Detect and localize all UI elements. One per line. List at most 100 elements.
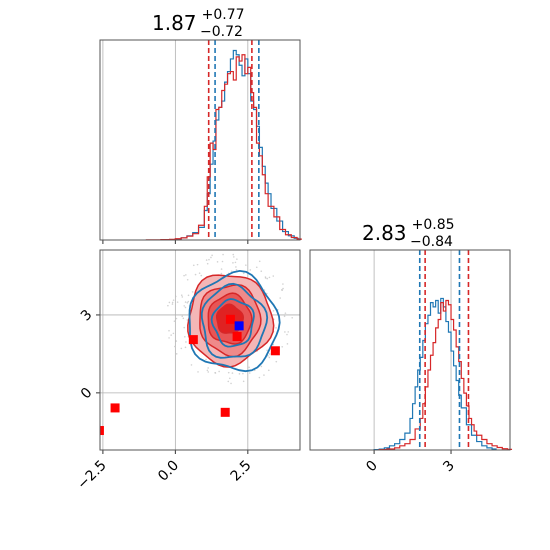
scatter-sample-point xyxy=(266,277,269,280)
scatter-sample-point xyxy=(242,372,244,375)
scatter-sample-point xyxy=(175,353,178,355)
scatter-sample-point xyxy=(175,340,178,342)
scatter-sample-point xyxy=(181,296,184,298)
red-square-marker-0 xyxy=(188,335,198,345)
scatter-sample-point xyxy=(258,260,261,263)
scatter-sample-point xyxy=(268,353,271,355)
scatter-sample-point xyxy=(284,331,286,333)
blue-contour-1 xyxy=(200,282,269,359)
red-square-marker-3 xyxy=(270,346,280,356)
red-square-marker-4 xyxy=(110,403,120,413)
scatter-sample-point xyxy=(220,268,223,270)
scatter-sample-point xyxy=(227,380,230,383)
scatter-sample-point xyxy=(264,277,267,279)
hist2-blue-step xyxy=(373,297,497,451)
title1-minus: −0.72 xyxy=(200,24,243,40)
scatter-sample-point xyxy=(171,303,174,305)
scatter-sample-point xyxy=(282,287,284,290)
scatter-x-tick-label: 2.5 xyxy=(228,458,255,485)
red-square-marker-2 xyxy=(232,331,242,341)
scatter-sample-point xyxy=(183,326,186,329)
scatter-sample-point xyxy=(275,360,278,363)
scatter-sample-point xyxy=(260,365,263,368)
hist2-x-tick-label: 0 xyxy=(363,458,381,476)
scatter-2d-y-ticks: 03 xyxy=(78,307,96,403)
scatter-sample-point xyxy=(260,270,263,273)
scatter-sample-point xyxy=(185,274,187,276)
scatter-sample-point xyxy=(238,373,241,375)
histogram-param2-data xyxy=(373,250,513,451)
scatter-sample-point xyxy=(207,367,209,369)
scatter-sample-point xyxy=(200,274,203,277)
scatter-sample-point xyxy=(286,343,289,345)
scatter-sample-point xyxy=(181,315,184,318)
scatter-y-tick-label: 0 xyxy=(78,385,96,403)
blue-square-marker-0 xyxy=(234,321,244,331)
scatter-sample-point xyxy=(206,369,209,372)
scatter-sample-point xyxy=(267,355,269,357)
scatter-sample-point xyxy=(173,320,176,322)
scatter-sample-point xyxy=(258,376,261,379)
title2-median: 2.83 xyxy=(362,221,407,245)
scatter-sample-point xyxy=(279,297,281,299)
scatter-sample-point xyxy=(192,264,195,267)
red-square-marker-5 xyxy=(220,407,230,417)
scatter-sample-point xyxy=(267,369,270,372)
scatter-sample-point xyxy=(205,358,207,361)
scatter-sample-point xyxy=(187,300,190,303)
histogram-param1-panel: 1.87 +0.77 −0.72 xyxy=(99,4,302,244)
scatter-2d-data xyxy=(100,253,293,436)
scatter-sample-point xyxy=(185,341,187,343)
scatter-x-tick-label: −2.5 xyxy=(74,458,109,493)
scatter-sample-point xyxy=(287,331,290,333)
scatter-sample-point xyxy=(230,382,232,385)
scatter-sample-point xyxy=(234,261,237,264)
scatter-sample-point xyxy=(268,276,271,279)
histogram-param1-frame xyxy=(99,39,301,241)
scatter-sample-point xyxy=(176,301,179,303)
scatter-2d-panel: −2.5 0.0 2.5 03 xyxy=(74,249,301,493)
scatter-sample-point xyxy=(186,319,189,321)
scatter-sample-point xyxy=(211,254,213,257)
scatter-sample-point xyxy=(180,347,183,350)
scatter-sample-point xyxy=(242,380,245,383)
scatter-sample-point xyxy=(232,262,234,264)
scatter-sample-point xyxy=(184,346,187,349)
blue-contour-0 xyxy=(188,269,281,373)
scatter-sample-point xyxy=(186,301,189,304)
scatter-sample-point xyxy=(208,258,210,261)
histogram-param1-title: 1.87 +0.77 −0.72 xyxy=(152,4,250,40)
scatter-sample-point xyxy=(170,334,172,336)
scatter-sample-point xyxy=(281,289,283,292)
scatter-sample-point xyxy=(168,301,171,304)
scatter-sample-point xyxy=(281,345,284,348)
blue-contour-2 xyxy=(210,298,255,348)
scatter-sample-point xyxy=(233,256,235,258)
scatter-sample-point xyxy=(282,283,284,285)
histogram-param2-frame xyxy=(309,249,511,451)
scatter-2d-frame xyxy=(99,249,301,451)
scatter-sample-point xyxy=(242,272,245,275)
scatter-sample-point xyxy=(172,299,175,301)
scatter-sample-point xyxy=(183,305,186,307)
scatter-sample-point xyxy=(184,306,187,309)
red-square-marker-6 xyxy=(100,426,104,436)
scatter-sample-point xyxy=(182,317,185,320)
scatter-sample-point xyxy=(194,273,197,276)
scatter-sample-point xyxy=(235,266,237,268)
scatter-sample-point xyxy=(174,345,176,348)
scatter-sample-point xyxy=(255,266,258,269)
scatter-sample-point xyxy=(191,291,194,293)
scatter-sample-point xyxy=(187,294,190,297)
scatter-sample-point xyxy=(284,312,287,314)
scatter-sample-point xyxy=(231,372,234,374)
histogram-param2-grid xyxy=(373,250,452,454)
scatter-sample-point xyxy=(172,332,175,335)
scatter-sample-point xyxy=(171,301,174,304)
scatter-sample-point xyxy=(205,259,208,261)
scatter-sample-point xyxy=(291,317,293,319)
scatter-sample-point xyxy=(249,269,252,271)
scatter-sample-point xyxy=(175,295,177,298)
scatter-sample-point xyxy=(197,371,199,373)
